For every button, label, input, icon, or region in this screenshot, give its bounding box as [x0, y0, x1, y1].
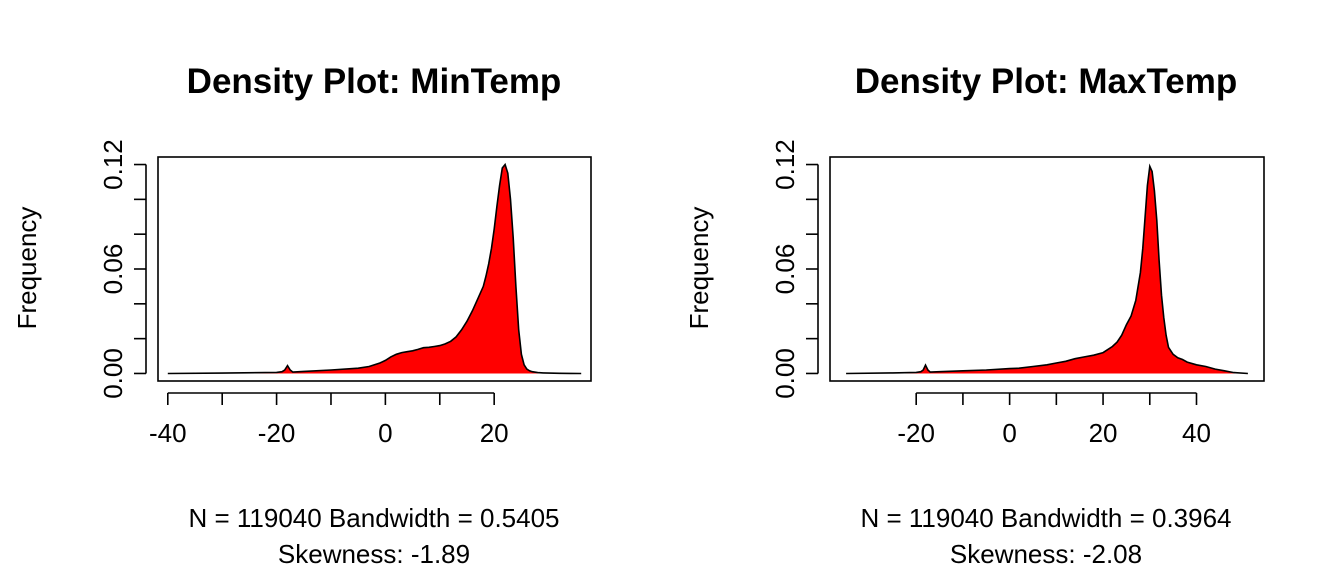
plot-area: -40 -20 0 20 0.00 0.06 0.12 — [98, 139, 592, 448]
x-tick-label: 0 — [1002, 418, 1016, 448]
x-tick-label: 0 — [378, 418, 392, 448]
y-tick-label: 0.06 — [770, 244, 800, 295]
x-tick-label: 20 — [480, 418, 509, 448]
chart-title: Density Plot: MaxTemp — [855, 62, 1237, 101]
y-tick-label: 0.06 — [98, 244, 128, 295]
panel-mintemp: Density Plot: MinTemp Frequency N = 1190… — [12, 62, 592, 569]
y-tick-label: 0.00 — [98, 348, 128, 399]
x-tick-label: -20 — [258, 418, 296, 448]
x-tick-label: 20 — [1089, 418, 1118, 448]
plot-frame — [829, 156, 1265, 382]
bandwidth-note: N = 119040 Bandwidth = 0.3964 — [860, 503, 1231, 533]
x-tick-label: 40 — [1182, 418, 1211, 448]
x-tick-label: -20 — [897, 418, 935, 448]
y-tick-label: 0.00 — [770, 348, 800, 399]
chart-title: Density Plot: MinTemp — [187, 62, 562, 101]
density-line — [167, 162, 582, 375]
density-area — [167, 164, 582, 374]
plot-frame — [157, 156, 592, 382]
panel-maxtemp: Density Plot: MaxTemp Frequency N = 1190… — [684, 62, 1265, 569]
density-line — [846, 163, 1248, 375]
bandwidth-note: N = 119040 Bandwidth = 0.5405 — [188, 503, 559, 533]
plot-area: -20 0 20 40 0.00 0.06 0.12 — [770, 139, 1265, 448]
y-axis-label: Frequency — [684, 207, 714, 330]
skewness-note: Skewness: -1.89 — [278, 539, 470, 569]
y-axis-label: Frequency — [12, 207, 42, 330]
density-area — [846, 166, 1248, 374]
x-tick-label: -40 — [149, 418, 187, 448]
y-tick-label: 0.12 — [98, 139, 128, 190]
skewness-note: Skewness: -2.08 — [950, 539, 1142, 569]
y-tick-label: 0.12 — [770, 139, 800, 190]
